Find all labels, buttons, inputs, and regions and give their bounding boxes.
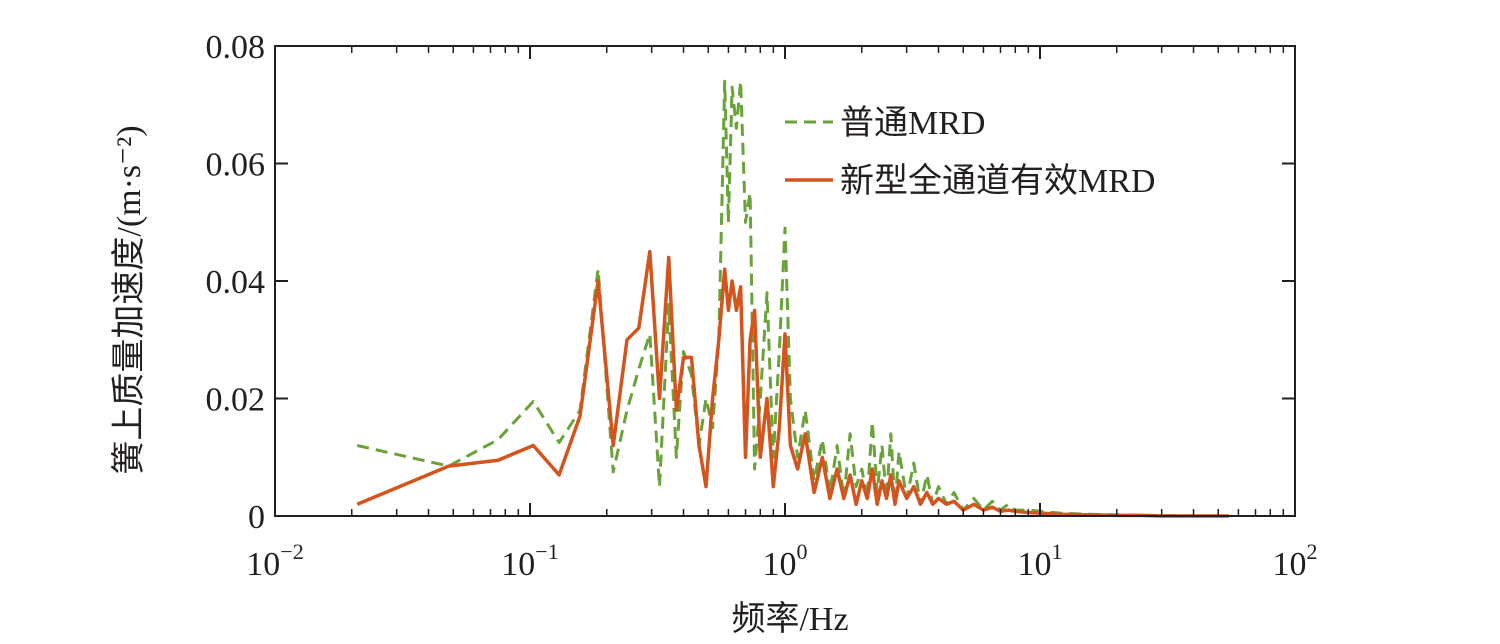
series-line-1 xyxy=(356,79,1229,518)
y-tick-label: 0.06 xyxy=(206,147,266,184)
x-tick-label: 100 xyxy=(763,539,808,583)
x-tick-label: 102 xyxy=(1273,539,1318,583)
x-tick-label: 10−2 xyxy=(246,539,303,583)
y-tick-label: 0.04 xyxy=(206,264,266,301)
x-tick-label: 10−1 xyxy=(501,539,558,583)
y-tick-label: 0.08 xyxy=(206,29,266,66)
legend: 普通MRD 新型全通道有效MRD xyxy=(785,104,1155,200)
legend-label-1: 普通MRD xyxy=(840,104,985,142)
plot-frame xyxy=(274,45,1296,517)
y-axis-title: 簧上质量加速度/(m·s⁻²) xyxy=(110,125,148,474)
y-tick-label: 0 xyxy=(248,499,265,536)
axes: 10−2 10−1 100 101 102 0 0.02 0.04 0.06 0.08 频率/Hz 簧… xyxy=(110,29,1318,638)
series-line-2 xyxy=(356,249,1229,518)
x-tick-label: 101 xyxy=(1018,539,1063,583)
legend-label-2: 新型全通道有效MRD xyxy=(840,162,1155,200)
y-tick-label: 0.02 xyxy=(206,382,266,419)
x-axis-title: 频率/Hz xyxy=(731,600,848,638)
plot-marks xyxy=(356,79,1229,518)
